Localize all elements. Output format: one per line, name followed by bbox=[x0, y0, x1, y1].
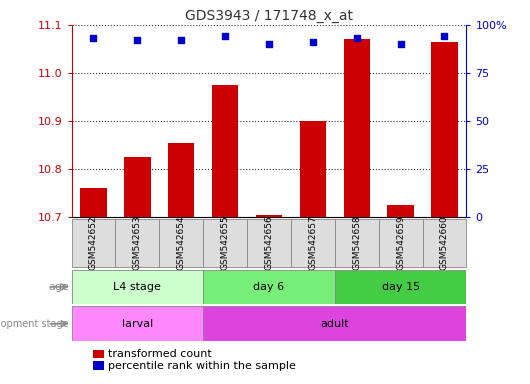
Bar bbox=[124, 157, 151, 217]
Text: transformed count: transformed count bbox=[108, 349, 211, 359]
Point bbox=[89, 35, 98, 41]
Bar bbox=[431, 42, 457, 217]
Bar bbox=[378, 219, 422, 267]
Bar bbox=[335, 219, 378, 267]
Point bbox=[440, 33, 449, 40]
Text: GSM542652: GSM542652 bbox=[89, 215, 98, 270]
Bar bbox=[203, 306, 466, 341]
Point bbox=[396, 41, 405, 47]
Bar bbox=[72, 219, 116, 267]
Text: development stage: development stage bbox=[0, 319, 69, 329]
Text: day 6: day 6 bbox=[253, 282, 285, 292]
Bar bbox=[422, 219, 466, 267]
Text: GSM542660: GSM542660 bbox=[440, 215, 449, 270]
Bar bbox=[81, 188, 107, 217]
Point bbox=[264, 41, 273, 47]
Bar bbox=[343, 40, 370, 217]
Text: larval: larval bbox=[122, 319, 153, 329]
Text: GSM542653: GSM542653 bbox=[133, 215, 142, 270]
Text: day 15: day 15 bbox=[382, 282, 420, 292]
Bar bbox=[212, 85, 238, 217]
Point bbox=[221, 33, 229, 40]
Text: percentile rank within the sample: percentile rank within the sample bbox=[108, 361, 295, 371]
Text: GSM542657: GSM542657 bbox=[308, 215, 317, 270]
Bar bbox=[72, 270, 203, 304]
Point bbox=[133, 37, 142, 43]
Bar bbox=[116, 219, 160, 267]
Title: GDS3943 / 171748_x_at: GDS3943 / 171748_x_at bbox=[185, 8, 353, 23]
Bar bbox=[335, 270, 466, 304]
Text: GSM542656: GSM542656 bbox=[264, 215, 273, 270]
Text: adult: adult bbox=[321, 319, 349, 329]
Text: GSM542655: GSM542655 bbox=[220, 215, 229, 270]
Bar bbox=[387, 205, 414, 217]
Bar bbox=[72, 306, 203, 341]
Bar bbox=[247, 219, 291, 267]
Text: GSM542659: GSM542659 bbox=[396, 215, 405, 270]
Bar bbox=[291, 219, 335, 267]
Bar bbox=[299, 121, 326, 217]
Text: L4 stage: L4 stage bbox=[113, 282, 161, 292]
Point bbox=[177, 37, 186, 43]
Bar bbox=[203, 270, 335, 304]
Text: GSM542654: GSM542654 bbox=[176, 215, 186, 270]
Bar bbox=[160, 219, 203, 267]
Text: GSM542658: GSM542658 bbox=[352, 215, 361, 270]
Bar bbox=[203, 219, 247, 267]
Point bbox=[308, 39, 317, 45]
Point bbox=[352, 35, 361, 41]
Text: age: age bbox=[48, 282, 69, 292]
Bar bbox=[168, 142, 195, 217]
Bar bbox=[256, 215, 282, 217]
